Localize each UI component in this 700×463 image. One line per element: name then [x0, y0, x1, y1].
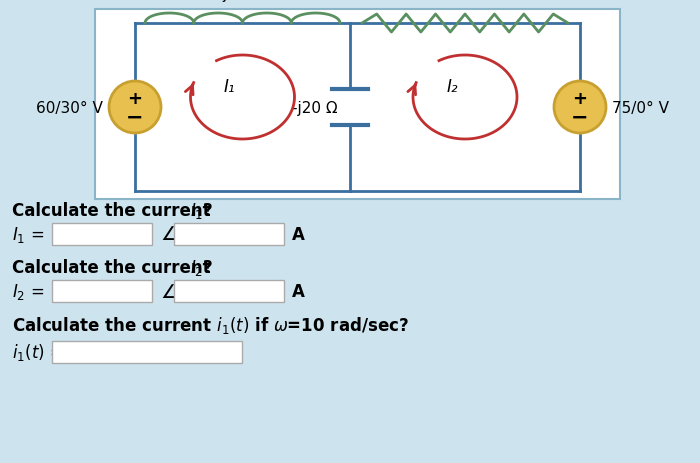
Text: +: +	[573, 90, 587, 108]
FancyBboxPatch shape	[52, 281, 152, 302]
Text: j10 Ω: j10 Ω	[223, 0, 262, 2]
Text: $I_2$?: $I_2$?	[190, 257, 214, 277]
Text: 40 Ω: 40 Ω	[447, 0, 483, 2]
Text: 75/0° V: 75/0° V	[612, 100, 669, 115]
Text: 60/30° V: 60/30° V	[36, 100, 103, 115]
Text: I₂: I₂	[447, 78, 458, 96]
Circle shape	[109, 82, 161, 134]
Text: A: A	[292, 225, 305, 244]
Text: Calculate the current: Calculate the current	[12, 258, 216, 276]
FancyBboxPatch shape	[174, 281, 284, 302]
FancyBboxPatch shape	[174, 224, 284, 245]
Text: A: A	[292, 282, 305, 300]
Text: −: −	[126, 107, 144, 127]
Text: $I_1$ =: $I_1$ =	[12, 225, 44, 244]
FancyBboxPatch shape	[52, 341, 242, 363]
FancyBboxPatch shape	[52, 224, 152, 245]
Text: ∠: ∠	[160, 282, 178, 301]
Text: I₁: I₁	[224, 78, 235, 96]
Text: Calculate the current: Calculate the current	[12, 201, 216, 219]
Text: Calculate the current $i_1(t)$ if $\omega$=10 rad/sec?: Calculate the current $i_1(t)$ if $\omeg…	[12, 315, 409, 336]
Text: ∠: ∠	[160, 225, 178, 244]
Text: $I_2$ =: $I_2$ =	[12, 282, 44, 301]
FancyBboxPatch shape	[95, 10, 620, 200]
Circle shape	[554, 82, 606, 134]
Text: $i_1(t)$ =: $i_1(t)$ =	[12, 342, 64, 363]
Text: +: +	[127, 90, 143, 108]
Text: −: −	[571, 107, 589, 127]
Text: $I_1$?: $I_1$?	[190, 200, 214, 220]
Text: -j20 Ω: -j20 Ω	[292, 100, 337, 115]
